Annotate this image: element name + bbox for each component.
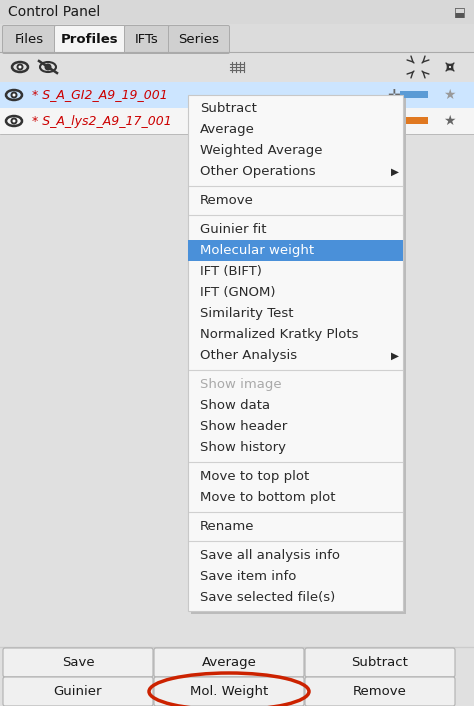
Text: ▶: ▶ <box>391 167 399 176</box>
Text: Files: Files <box>14 33 44 46</box>
Text: Guinier fit: Guinier fit <box>200 223 266 236</box>
Text: Mol. Weight: Mol. Weight <box>190 685 268 698</box>
Bar <box>0 0 474 24</box>
Text: Show data: Show data <box>200 399 270 412</box>
Bar <box>188 95 403 611</box>
Text: Move to bottom plot: Move to bottom plot <box>200 491 336 504</box>
Circle shape <box>12 119 16 123</box>
Bar <box>400 91 428 98</box>
Text: ✛: ✛ <box>387 114 400 128</box>
Text: Molecular weight: Molecular weight <box>200 244 314 257</box>
Text: ⬓: ⬓ <box>454 6 466 18</box>
Text: Average: Average <box>200 123 255 136</box>
Bar <box>400 117 428 124</box>
Text: Other Analysis: Other Analysis <box>200 349 297 362</box>
Text: Subtract: Subtract <box>200 102 257 115</box>
Bar <box>0 82 474 108</box>
Text: Show history: Show history <box>200 441 286 454</box>
Text: Guinier: Guinier <box>54 685 102 698</box>
Circle shape <box>10 92 18 99</box>
Circle shape <box>18 66 21 68</box>
Text: ▶: ▶ <box>391 350 399 361</box>
Bar <box>229 60 245 74</box>
FancyBboxPatch shape <box>305 677 455 706</box>
Text: Rename: Rename <box>200 520 255 533</box>
Text: Control Panel: Control Panel <box>8 5 100 19</box>
Bar <box>0 24 474 52</box>
Text: Average: Average <box>201 656 256 669</box>
FancyBboxPatch shape <box>168 25 229 54</box>
Text: ★: ★ <box>443 88 456 102</box>
Text: Show header: Show header <box>200 420 287 433</box>
Bar <box>188 240 403 261</box>
FancyBboxPatch shape <box>2 25 55 54</box>
Text: ★: ★ <box>443 114 456 128</box>
Text: Save: Save <box>62 656 94 669</box>
FancyBboxPatch shape <box>154 677 304 706</box>
Text: Save selected file(s): Save selected file(s) <box>200 591 335 604</box>
Text: Show image: Show image <box>200 378 282 391</box>
Text: Save item info: Save item info <box>200 570 296 583</box>
Text: Profiles: Profiles <box>61 33 119 46</box>
Text: ✛: ✛ <box>387 88 400 102</box>
Text: Move to top plot: Move to top plot <box>200 470 309 483</box>
Text: * S_A_lys2_A9_17_001: * S_A_lys2_A9_17_001 <box>32 114 172 128</box>
FancyBboxPatch shape <box>55 25 126 54</box>
Text: Normalized Kratky Plots: Normalized Kratky Plots <box>200 328 358 341</box>
Text: IFT (GNOM): IFT (GNOM) <box>200 286 275 299</box>
Text: Weighted Average: Weighted Average <box>200 144 322 157</box>
Text: Series: Series <box>179 33 219 46</box>
Circle shape <box>10 117 18 124</box>
Text: Other Operations: Other Operations <box>200 165 316 178</box>
Bar <box>0 647 474 706</box>
Bar <box>0 108 474 134</box>
FancyBboxPatch shape <box>154 648 304 677</box>
Text: Remove: Remove <box>353 685 407 698</box>
Circle shape <box>45 64 52 71</box>
FancyBboxPatch shape <box>3 677 153 706</box>
FancyBboxPatch shape <box>3 648 153 677</box>
Text: Similarity Test: Similarity Test <box>200 307 293 320</box>
Text: IFT (BIFT): IFT (BIFT) <box>200 265 262 278</box>
FancyBboxPatch shape <box>305 648 455 677</box>
Bar <box>191 98 406 614</box>
Circle shape <box>17 64 24 71</box>
Bar <box>0 52 474 82</box>
FancyBboxPatch shape <box>125 25 170 54</box>
Text: Save all analysis info: Save all analysis info <box>200 549 340 562</box>
Text: * S_A_GI2_A9_19_001: * S_A_GI2_A9_19_001 <box>32 88 168 102</box>
Circle shape <box>12 93 16 97</box>
Text: IFTs: IFTs <box>135 33 159 46</box>
Text: Remove: Remove <box>200 194 254 207</box>
Text: Subtract: Subtract <box>352 656 409 669</box>
